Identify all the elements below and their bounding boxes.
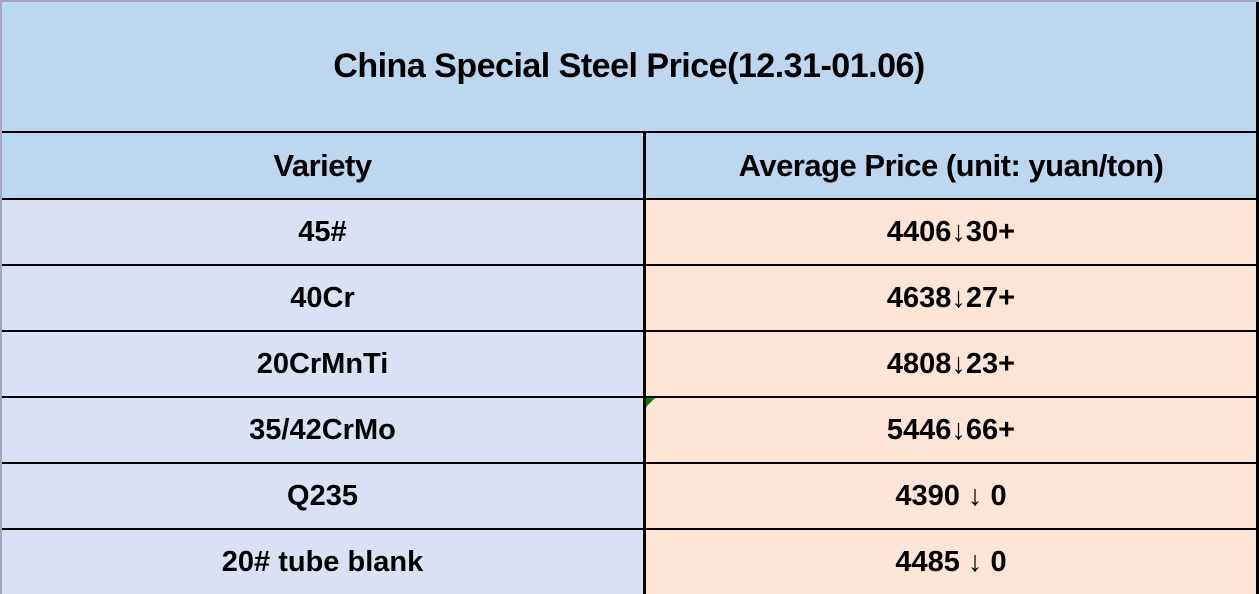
price-cell[interactable]: 4406↓30+ [646,200,1256,264]
table-row-20crmnti: 20CrMnTi 4808↓23+ [2,332,1256,398]
table-row-45: 45# 4406↓30+ [2,200,1256,266]
header-cell-variety[interactable]: Variety [2,133,646,198]
variety-label: Q235 [287,479,358,512]
price-value: 4638↓27+ [886,281,1016,314]
price-value: 4406↓30+ [886,215,1016,248]
variety-cell[interactable]: 20# tube blank [2,530,646,594]
header-average-price-label: Average Price (unit: yuan/ton) [738,147,1164,183]
table-title: China Special Steel Price(12.31-01.06) [333,47,925,85]
variety-cell[interactable]: Q235 [2,464,646,528]
header-variety-label: Variety [273,147,372,183]
variety-cell[interactable]: 45# [2,200,646,264]
variety-label: 35/42CrMo [249,413,396,446]
price-cell[interactable]: 4638↓27+ [646,266,1256,330]
price-cell[interactable]: 4485 ↓ 0 [646,530,1256,594]
error-flag-icon [646,398,655,407]
variety-label: 40Cr [290,281,355,314]
table-row-q235: Q235 4390 ↓ 0 [2,464,1256,530]
price-value: 4390 ↓ 0 [895,479,1007,512]
price-cell[interactable]: 5446↓66+ [646,398,1256,462]
price-cell[interactable]: 4390 ↓ 0 [646,464,1256,528]
price-value: 5446↓66+ [886,413,1016,446]
price-value: 4808↓23+ [886,347,1016,380]
header-cell-average-price[interactable]: Average Price (unit: yuan/ton) [646,133,1256,198]
variety-cell[interactable]: 20CrMnTi [2,332,646,396]
table-row-20-tube-blank: 20# tube blank 4485 ↓ 0 [2,530,1256,594]
table-title-cell[interactable]: China Special Steel Price(12.31-01.06) [2,2,1256,133]
variety-cell[interactable]: 35/42CrMo [2,398,646,462]
header-row: Variety Average Price (unit: yuan/ton) [2,133,1256,200]
table-row-40cr: 40Cr 4638↓27+ [2,266,1256,332]
table-row-3542crmo: 35/42CrMo 5446↓66+ [2,398,1256,464]
variety-label: 45# [298,215,347,248]
variety-cell[interactable]: 40Cr [2,266,646,330]
price-value: 4485 ↓ 0 [895,545,1007,578]
price-cell[interactable]: 4808↓23+ [646,332,1256,396]
variety-label: 20CrMnTi [256,347,389,380]
variety-label: 20# tube blank [221,545,424,578]
